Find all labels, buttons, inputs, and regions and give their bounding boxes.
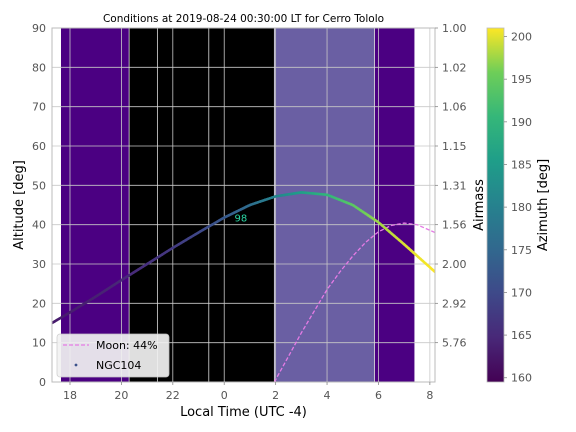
colorbar: [486, 27, 505, 383]
x-tick-label: 20: [114, 389, 128, 402]
x-tick-label: 2: [272, 389, 279, 402]
band-twilight: [374, 28, 415, 382]
airmass-tick-label: 1.06: [442, 101, 467, 114]
colorbar-tick-label: 190: [511, 116, 532, 129]
x-axis-ticks: 18 20 22 0 2 4 6 8: [63, 382, 433, 402]
airmass-axis-label: Airmass: [472, 179, 487, 231]
legend-moon-label: Moon: 44%: [96, 339, 158, 352]
x-tick-label: 8: [426, 389, 433, 402]
airmass-tick-label: 5.76: [442, 337, 467, 350]
y-axis-ticks: 0 10 20 30 40 50 60 70 80 90: [32, 22, 46, 389]
target-altitude-curve: [52, 191, 435, 325]
airmass-tick-label: 1.31: [442, 179, 467, 192]
x-tick-label: 4: [324, 389, 331, 402]
airmass-tick-label: 1.00: [442, 22, 467, 35]
colorbar-ticks: 160 165 170 175 180 185 190 195 200: [504, 31, 532, 385]
x-tick-label: 0: [221, 389, 228, 402]
x-tick-label: 22: [166, 389, 180, 402]
x-axis-label: Local Time (UTC -4): [180, 405, 307, 420]
x-tick-label: 6: [375, 389, 382, 402]
colorbar-label: Azimuth [deg]: [536, 159, 551, 251]
airmass-tick-label: 2.00: [442, 258, 467, 271]
y-tick-label: 20: [32, 297, 46, 310]
y-tick-label: 0: [39, 376, 46, 389]
y-tick-label: 30: [32, 258, 46, 271]
y-tick-label: 90: [32, 22, 46, 35]
y-tick-label: 50: [32, 179, 46, 192]
airmass-axis-ticks: 1.00 1.02 1.06 1.15 1.31 1.56 2.00 2.92 5.76: [435, 22, 467, 350]
target-annotation: 98: [235, 214, 248, 225]
y-tick-label: 40: [32, 219, 46, 232]
y-tick-label: 60: [32, 140, 46, 153]
moon-altitude-curve: [273, 222, 435, 382]
airmass-tick-label: 1.02: [442, 61, 467, 74]
colorbar-tick-label: 200: [511, 31, 532, 44]
colorbar-tick-label: 160: [511, 372, 532, 385]
colorbar-tick-label: 180: [511, 201, 532, 214]
colorbar-tick-label: 195: [511, 73, 532, 86]
x-tick-label: 18: [63, 389, 77, 402]
y-tick-label: 10: [32, 337, 46, 350]
colorbar-tick-label: 165: [511, 329, 532, 342]
band-twilight: [60, 28, 130, 382]
colorbar-tick-label: 175: [511, 244, 532, 257]
legend-target-swatch: [74, 363, 78, 367]
airmass-tick-label: 1.56: [442, 219, 467, 232]
observing-conditions-bands: [60, 28, 415, 382]
y-tick-label: 70: [32, 101, 46, 114]
y-tick-label: 80: [32, 61, 46, 74]
airmass-tick-label: 1.15: [442, 140, 467, 153]
band-moon-up: [274, 28, 375, 382]
plot-lines: [52, 191, 435, 382]
legend: Moon: 44% NGC104: [56, 333, 170, 378]
airmass-tick-label: 2.92: [442, 297, 467, 310]
colorbar-tick-label: 185: [511, 158, 532, 171]
colorbar-tick-label: 170: [511, 286, 532, 299]
chart-title: Conditions at 2019-08-24 00:30:00 LT for…: [103, 13, 384, 25]
plot-frame: [51, 27, 436, 383]
legend-target-label: NGC104: [96, 359, 141, 372]
y-axis-label: Altitude [deg]: [12, 160, 27, 250]
